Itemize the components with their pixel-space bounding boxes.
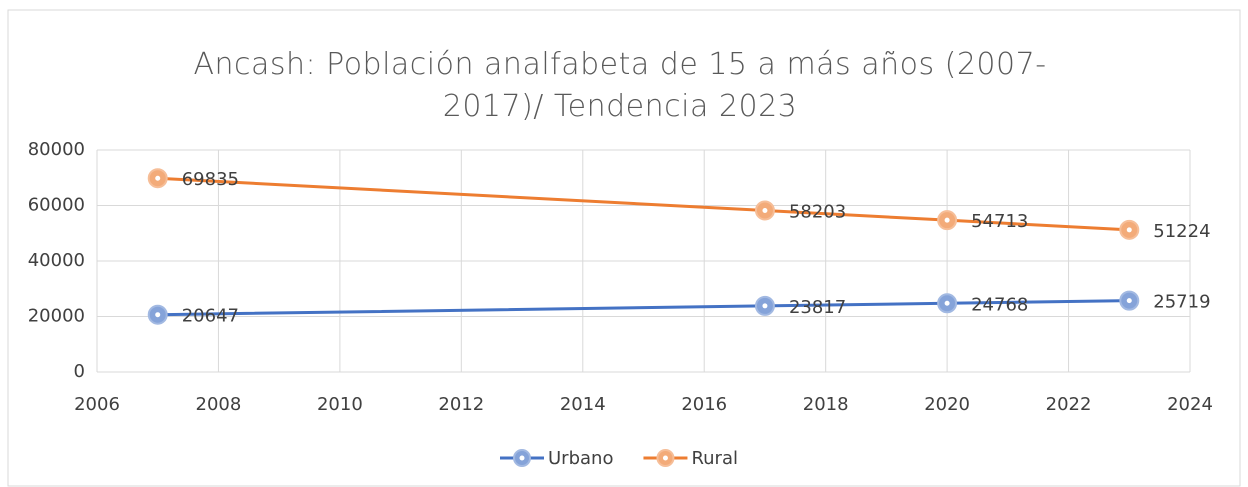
legend-label: Urbano	[548, 448, 613, 469]
legend-label: Rural	[691, 448, 738, 469]
marker-center	[155, 312, 161, 318]
data-label: 54713	[971, 211, 1028, 232]
x-tick-label: 2016	[681, 394, 727, 415]
line	[157, 299, 1130, 317]
chart-title: Ancash: Población analfabeta de 15 a más…	[193, 47, 1047, 124]
data-label: 24768	[971, 294, 1028, 315]
line	[157, 176, 1130, 232]
legend-marker-center	[662, 455, 668, 461]
marker-center	[1126, 227, 1132, 233]
legend-marker-center	[519, 455, 525, 461]
x-tick-label: 2014	[560, 394, 606, 415]
chart-frame	[7, 9, 1241, 487]
x-tick-label: 2018	[803, 394, 849, 415]
y-tick-label: 0	[74, 361, 85, 382]
marker-center	[155, 175, 161, 181]
data-label: 51224	[1153, 221, 1210, 242]
x-tick-label: 2022	[1046, 394, 1092, 415]
x-tick-label: 2008	[196, 394, 242, 415]
y-tick-label: 80000	[28, 139, 85, 160]
marker-center	[1126, 298, 1132, 304]
data-label: 58203	[789, 201, 846, 222]
data-label: 69835	[182, 169, 239, 190]
marker-center	[762, 303, 768, 309]
marker-center	[762, 207, 768, 213]
x-tick-label: 2006	[74, 394, 120, 415]
y-tick-label: 60000	[28, 195, 85, 216]
marker-center	[944, 217, 950, 223]
x-tick-label: 2010	[317, 394, 363, 415]
x-tick-label: 2012	[438, 394, 484, 415]
data-label: 25719	[1153, 292, 1210, 313]
data-label: 20647	[182, 306, 239, 327]
data-label: 23817	[789, 297, 846, 318]
y-tick-label: 40000	[28, 250, 85, 271]
x-tick-label: 2024	[1167, 394, 1213, 415]
marker-center	[944, 300, 950, 306]
x-tick-label: 2020	[924, 394, 970, 415]
y-tick-label: 20000	[28, 306, 85, 327]
